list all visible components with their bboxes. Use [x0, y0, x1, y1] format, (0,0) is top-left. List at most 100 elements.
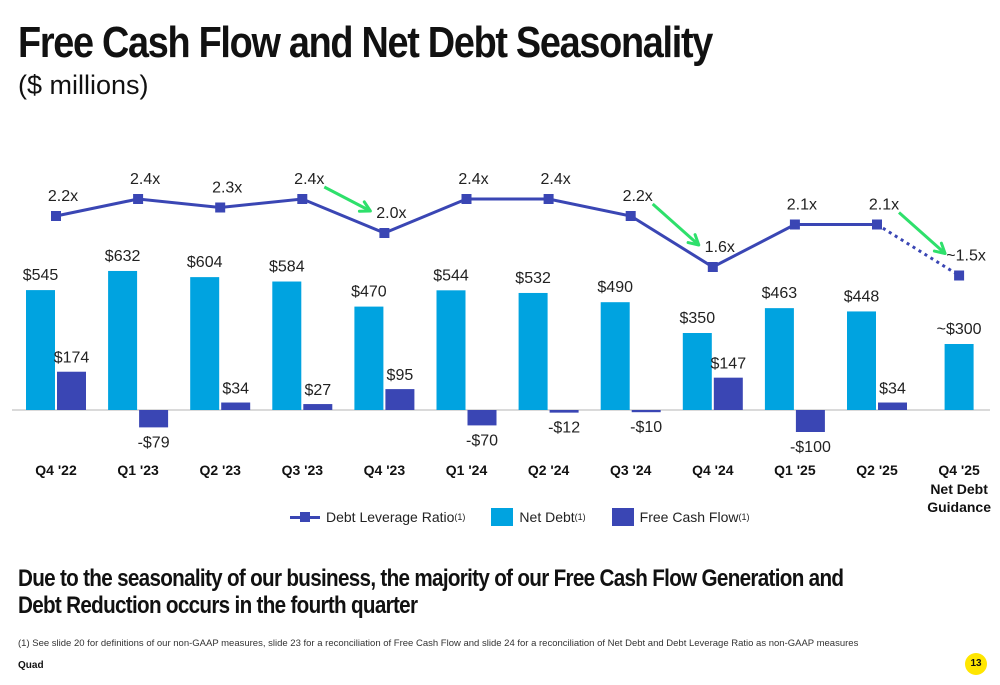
fcf-bar-q1-25: [795, 410, 825, 432]
legend-label-debt-leverage: Debt Leverage Ratio: [326, 509, 455, 525]
leverage-point-q4-22: [51, 211, 61, 221]
trend-arrow-shaft-3: [898, 211, 947, 255]
fcf-bar-q3-24: [631, 410, 661, 413]
leverage-point-q4-25: [954, 270, 965, 281]
net-debt-bar-q2-23: [190, 277, 220, 410]
leverage-label-q2-24: 2.4x: [540, 171, 570, 188]
x-tick-q1-24: Q1 '24: [446, 462, 488, 478]
leverage-label-q3-24: 2.2x: [623, 188, 653, 205]
x-tick-q2-25: Q2 '25: [856, 462, 898, 478]
legend-item-debt-leverage: Debt Leverage Ratio (1): [290, 509, 465, 525]
leverage-point-q3-24: [625, 211, 636, 221]
leverage-label-q1-25: 2.1x: [787, 197, 817, 214]
net-debt-bar-q4-23: [354, 306, 384, 410]
fcf-label-q1-23: -$79: [138, 434, 170, 451]
net-debt-label-q2-25: $448: [844, 288, 880, 305]
slide-title: Free Cash Flow and Net Debt Seasonality: [18, 18, 713, 67]
fcf-label-q4-22: $174: [54, 350, 90, 367]
net-debt-bar-q2-25: [847, 311, 876, 410]
trend-arrow-shaft-1: [323, 185, 372, 213]
net-debt-bar-q4-24: [682, 333, 712, 410]
net-debt-label-q4-22: $545: [23, 267, 59, 284]
leverage-point-q1-23: [133, 194, 144, 204]
net-debt-label-q3-24: $490: [597, 279, 633, 296]
leverage-line: [55, 197, 877, 269]
fcf-label-q4-24: $147: [711, 356, 747, 373]
x-tick-q2-23: Q2 '23: [199, 462, 241, 478]
x-tick-sublabel-line-2: Guidance: [927, 499, 991, 515]
leverage-label-q4-22: 2.2x: [48, 188, 78, 205]
net-debt-label-q1-24: $544: [433, 267, 469, 284]
fcf-bar-q2-23: [221, 402, 251, 410]
fcf-bar-q4-24: [713, 377, 743, 410]
x-tick-q1-23: Q1 '23: [117, 462, 159, 478]
fcf-label-q1-25: -$100: [790, 439, 831, 456]
legend-swatch-net-debt: [491, 508, 514, 526]
net-debt-label-q4-24: $350: [680, 310, 716, 327]
net-debt-bar-q3-24: [600, 302, 630, 410]
leverage-point-q4-24: [707, 262, 718, 272]
x-tick-q3-23: Q3 '23: [282, 462, 324, 478]
x-tick-q4-24: Q4 '24: [692, 462, 734, 478]
legend-item-net-debt: Net Debt (1): [491, 508, 586, 526]
leverage-label-q4-25: ~1.5x: [946, 248, 986, 265]
net-debt-bar-q1-23: [108, 270, 138, 410]
net-debt-bar-q1-24: [436, 290, 466, 410]
trend-arrow-shaft-2: [651, 202, 700, 247]
seasonality-chart: $545 $174 Q4 '22 $632 -$79 Q1 '23 $604 $34 Q2 '2…: [12, 171, 991, 515]
page-number-badge: 13: [965, 653, 987, 675]
fcf-label-q2-25: $34: [879, 381, 906, 398]
legend-label-free-cash-flow: Free Cash Flow: [639, 509, 739, 525]
leverage-point-q1-24: [461, 194, 472, 204]
key-takeaway: Due to the seasonality of our business, …: [18, 565, 844, 619]
x-tick-q2-24: Q2 '24: [528, 462, 570, 478]
legend-label-net-debt: Net Debt: [519, 509, 575, 525]
legend-line-marker-icon: [290, 511, 320, 523]
fcf-bar-q2-24: [549, 410, 579, 413]
fcf-label-q1-24: -$70: [466, 432, 498, 449]
trend-arrow-head-icon-2: [686, 233, 701, 247]
trend-arrow-head-icon-1: [357, 200, 372, 213]
net-debt-label-q2-23: $604: [187, 254, 223, 271]
legend-swatch-free-cash-flow: [611, 508, 634, 526]
leverage-label-q4-24: 1.6x: [705, 239, 735, 256]
chart-legend: Debt Leverage Ratio (1) Net Debt (1) Free …: [290, 508, 775, 526]
fcf-label-q4-23: $95: [387, 367, 414, 384]
legend-footnote-marker: (1): [454, 512, 466, 522]
fcf-bar-q1-24: [467, 410, 497, 426]
leverage-label-q1-23: 2.4x: [130, 171, 160, 188]
net-debt-bar-q3-23: [272, 281, 302, 410]
net-debt-bar-q2-24: [518, 292, 548, 410]
fcf-label-q2-23: $34: [222, 381, 249, 398]
fcf-label-q2-24: -$12: [548, 420, 580, 437]
net-debt-label-q2-24: $532: [515, 270, 551, 287]
net-debt-label-q1-25: $463: [762, 285, 798, 302]
fcf-bar-q1-23: [139, 410, 169, 428]
x-tick-sublabel-line-1: Net Debt: [930, 481, 988, 497]
fcf-label-q3-23: $27: [304, 382, 331, 399]
legend-item-free-cash-flow: Free Cash Flow (1): [611, 508, 749, 526]
net-debt-label-q1-23: $632: [105, 248, 141, 265]
net-debt-label-q3-23: $584: [269, 259, 305, 276]
leverage-point-q2-25: [872, 219, 882, 230]
leverage-label-q1-24: 2.4x: [458, 171, 488, 188]
fcf-bar-q4-22: [57, 371, 86, 410]
net-debt-bar-q4-25: [944, 344, 974, 410]
x-tick-q4-25: Q4 '25: [938, 462, 980, 478]
leverage-point-q2-23: [215, 202, 226, 213]
leverage-point-q3-23: [297, 194, 308, 204]
x-tick-q4-22: Q4 '22: [35, 462, 77, 478]
slide-subtitle: ($ millions): [18, 70, 149, 100]
fcf-label-q3-24: -$10: [630, 419, 662, 436]
net-debt-bar-q1-25: [764, 308, 794, 410]
leverage-label-q4-23: 2.0x: [376, 205, 406, 222]
leverage-point-q1-25: [789, 219, 800, 230]
leverage-label-q3-23: 2.4x: [294, 171, 324, 188]
x-tick-q1-25: Q1 '25: [774, 462, 816, 478]
leverage-label-q2-25: 2.1x: [869, 197, 899, 214]
trend-arrow-head-icon-3: [932, 241, 947, 255]
footnote: (1) See slide 20 for definitions of our …: [18, 638, 859, 649]
net-debt-label-q4-23: $470: [351, 284, 387, 301]
fcf-bar-q2-25: [878, 402, 907, 410]
leverage-line-guidance-dashed: [876, 223, 960, 277]
